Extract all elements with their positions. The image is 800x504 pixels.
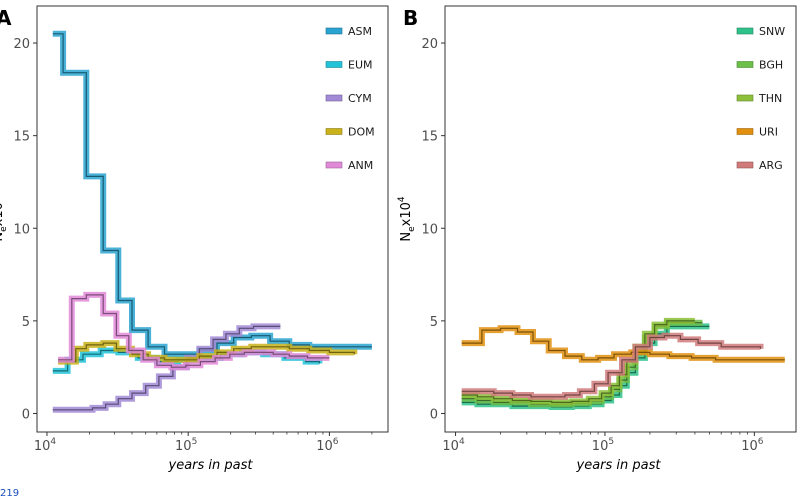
panel-a: A 0 5 10 15 20 104 105 106 years in past Nex104 ASM… bbox=[0, 5, 389, 473]
legend-label-eum: EUM bbox=[348, 59, 373, 72]
series-core-anm bbox=[58, 294, 330, 368]
x-tick-label: 104 bbox=[442, 437, 465, 454]
y-tick-label: 15 bbox=[13, 130, 30, 145]
legend-key-thn bbox=[736, 94, 754, 102]
legend-key-bgh bbox=[736, 61, 754, 68]
legend-key-dom bbox=[325, 128, 343, 135]
y-tick-label: 0 bbox=[22, 407, 30, 422]
legend-key-uri bbox=[736, 128, 754, 135]
y-tick-label: 10 bbox=[421, 222, 438, 237]
legend-label-bgh: BGH bbox=[759, 59, 783, 72]
legend-label-asm: ASM bbox=[348, 25, 372, 38]
legend-label-dom: DOM bbox=[348, 126, 375, 139]
legend-label-thn: THN bbox=[758, 92, 782, 105]
y-tick-label: 20 bbox=[13, 37, 30, 52]
panel-label: B bbox=[403, 6, 418, 30]
plot-border bbox=[36, 5, 389, 433]
panel-b: B 0 5 10 15 20 104 105 106 years in past Nex104 SNW… bbox=[397, 5, 797, 473]
x-tick-label: 105 bbox=[175, 437, 197, 454]
y-tick-label: 20 bbox=[421, 37, 438, 52]
legend-label-arg: ARG bbox=[759, 159, 783, 172]
y-tick-label: 5 bbox=[22, 315, 30, 330]
page-number: 219 bbox=[0, 488, 20, 499]
legend-key-cym bbox=[325, 94, 343, 102]
legend-label-cym: CYM bbox=[348, 92, 372, 105]
legend-key-snw bbox=[736, 27, 754, 35]
y-tick-label: 10 bbox=[13, 222, 30, 237]
series-core-cym bbox=[52, 325, 281, 411]
series-core-thn bbox=[461, 320, 695, 403]
series-core-uri bbox=[461, 327, 785, 361]
legend-label-uri: URI bbox=[759, 126, 778, 139]
series-core-arg bbox=[461, 335, 762, 398]
series-core-asm bbox=[52, 33, 372, 355]
x-axis-title: years in past bbox=[168, 458, 254, 473]
y-tick-label: 0 bbox=[430, 407, 438, 422]
x-tick-label: 105 bbox=[592, 437, 614, 454]
y-axis-title: Nex104 bbox=[0, 196, 9, 242]
x-tick-label: 104 bbox=[34, 437, 57, 454]
x-tick-label: 106 bbox=[316, 437, 339, 454]
y-tick-label: 5 bbox=[430, 315, 438, 330]
legend-label-anm: ANM bbox=[348, 159, 373, 172]
series-group bbox=[461, 317, 785, 410]
legend-key-asm bbox=[325, 27, 343, 35]
x-axis-title: years in past bbox=[576, 458, 662, 473]
y-tick-label: 15 bbox=[421, 130, 438, 145]
legend-key-arg bbox=[736, 161, 754, 169]
panel-label: A bbox=[0, 6, 12, 30]
x-tick-label: 106 bbox=[741, 437, 764, 454]
y-axis-title: Nex104 bbox=[397, 196, 417, 242]
legend-label-snw: SNW bbox=[759, 25, 785, 38]
legend-key-eum bbox=[325, 61, 343, 68]
series-group bbox=[52, 30, 372, 413]
legend-key-anm bbox=[325, 161, 343, 169]
